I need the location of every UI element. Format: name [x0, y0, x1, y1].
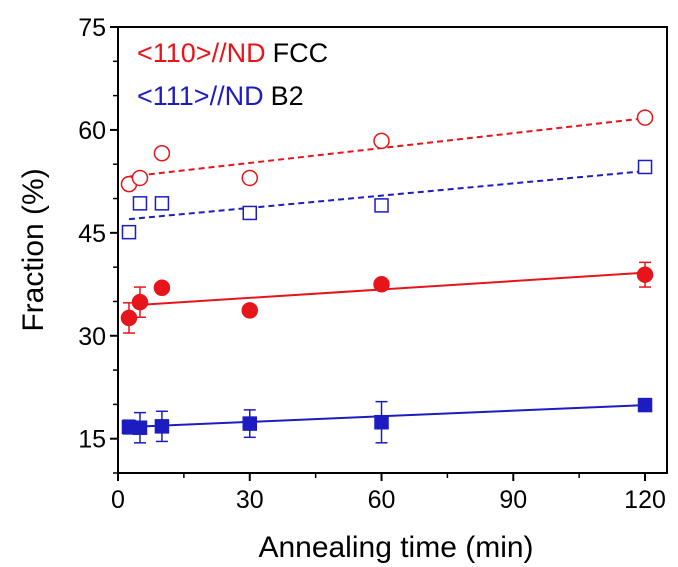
series-1-point	[131, 169, 149, 187]
series-4-point	[132, 420, 148, 435]
x-tick-label: 60	[368, 486, 396, 514]
data-points	[120, 109, 654, 435]
series-2-point	[374, 198, 389, 213]
legend-entry-2: <111>//ND B2	[137, 81, 304, 111]
series-2-point	[121, 224, 137, 240]
y-tick-label: 60	[78, 117, 106, 145]
y-tick-label: 45	[78, 220, 106, 248]
series-4-point	[637, 397, 653, 413]
y-tick-label: 15	[78, 426, 106, 454]
x-tick-label: 0	[111, 486, 125, 514]
x-tick-label: 30	[236, 486, 264, 514]
y-tick-label: 75	[78, 14, 106, 42]
series-2-point	[637, 159, 653, 175]
series-3-point	[153, 279, 171, 296]
fit-line-3	[139, 271, 646, 306]
series-3-point	[373, 276, 390, 293]
plot-frame	[117, 26, 668, 474]
y-axis-title: Fraction (%)	[17, 168, 50, 331]
series-1-point	[636, 109, 654, 126]
fit-line-1	[128, 117, 646, 178]
series-4-point	[374, 414, 389, 430]
series-3-point	[120, 309, 138, 327]
x-tick-label: 120	[624, 486, 666, 514]
series-3-point	[636, 266, 654, 283]
series-2-point	[154, 196, 170, 211]
legend-orientation-1: <110>//ND	[137, 38, 266, 68]
x-tick-label: 90	[499, 486, 527, 514]
legend-phase-2: B2	[271, 81, 304, 111]
series-3-point	[241, 302, 259, 319]
series-2-point	[132, 196, 148, 211]
series-4-point	[242, 416, 258, 431]
axis-ticks: 0 30 60 90 120 15 30 45 60 75	[78, 14, 666, 514]
series-1-point	[241, 169, 259, 187]
series-3-point	[131, 293, 149, 311]
legend-entry-1: <110>//ND FCC	[137, 38, 328, 68]
fit-lines	[128, 117, 646, 429]
y-tick-label: 30	[78, 323, 106, 351]
x-axis-title: Annealing time (min)	[258, 531, 533, 564]
fit-line-2	[128, 170, 646, 221]
legend: <110>//ND FCC <111>//ND B2	[137, 38, 328, 111]
series-2-point	[242, 205, 258, 221]
series-4-point	[154, 419, 170, 434]
series-1-point	[373, 132, 390, 150]
series-1-point	[153, 145, 171, 162]
legend-phase-1: FCC	[273, 38, 329, 68]
legend-orientation-2: <111>//ND	[137, 81, 264, 111]
